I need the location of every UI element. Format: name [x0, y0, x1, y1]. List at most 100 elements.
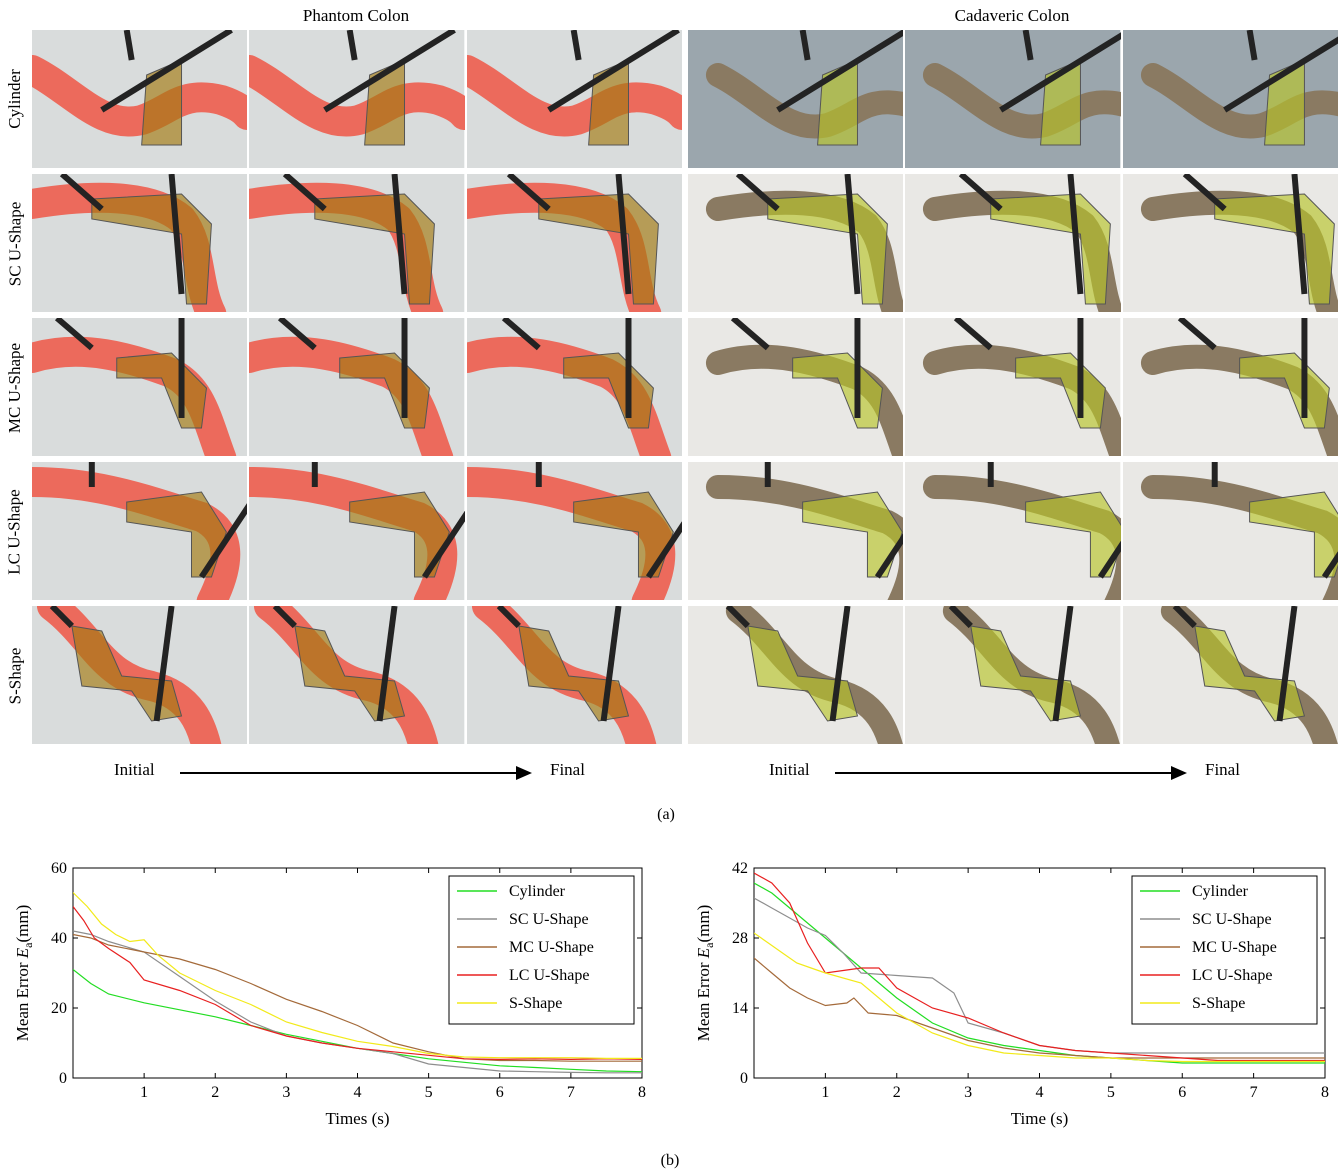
series-line-mc-u-shape: [73, 933, 642, 1062]
x-tick-label: 1: [140, 1084, 148, 1101]
phantom-image-cylinder-frame-1: [32, 30, 248, 168]
legend-label: S-Shape: [509, 995, 562, 1012]
y-tick-label: 14: [732, 1000, 748, 1017]
series-line-lc-u-shape: [754, 872, 1325, 1062]
legend-label: MC U-Shape: [1192, 939, 1277, 956]
x-tick-label: 8: [1321, 1084, 1329, 1101]
y-tick-label: 0: [59, 1070, 67, 1087]
legend-label: MC U-Shape: [509, 939, 594, 956]
x-tick-label: 8: [638, 1084, 646, 1101]
x-tick-label: 3: [964, 1084, 972, 1101]
phantom-image-s-shape-frame-1: [32, 606, 248, 744]
phantom-image-cylinder-frame-3: [466, 30, 682, 168]
cadaver-image-s-shape-frame-1: [688, 606, 904, 744]
chart-cadaveric-mean-error: 1 2 3 4 5 6 7 8 0 14 28 42 Time (s) Mean Error Ea(mm)…: [694, 860, 1329, 1128]
x-tick-label: 7: [1250, 1084, 1258, 1101]
sequence-final-label: Final: [550, 760, 585, 779]
phantom-image-lc-u-shape-frame-1: [32, 462, 248, 600]
legend-label: Cylinder: [1192, 883, 1249, 900]
row-label-lc-u-shape: LC U-Shape: [5, 489, 24, 575]
series-line-lc-u-shape: [73, 906, 642, 1061]
phantom-image-mc-u-shape-frame-3: [466, 318, 682, 456]
cadaver-image-s-shape-frame-3: [1122, 606, 1338, 744]
phantom-image-sc-u-shape-frame-3: [466, 174, 682, 312]
sequence-initial-label: Initial: [769, 760, 810, 779]
phantom-colon-title: Phantom Colon: [302, 6, 410, 25]
y-tick-label: 60: [51, 860, 67, 877]
cadaver-image-sc-u-shape-frame-3: [1122, 174, 1338, 312]
row-label-s-shape: S-Shape: [5, 647, 25, 705]
phantom-image-sc-u-shape-frame-1: [32, 174, 248, 312]
cadaveric-colon-image-grid: [688, 30, 1338, 744]
sequence-final-label: Final: [1205, 760, 1240, 779]
cadaveric-colon-title: Cadaveric Colon: [954, 6, 1070, 25]
row-label-cylinder: Cylinder: [5, 69, 24, 129]
phantom-image-lc-u-shape-frame-3: [466, 462, 682, 600]
row-label-sc-u-shape: SC U-Shape: [5, 201, 24, 287]
y-tick-label: 20: [51, 1000, 67, 1017]
x-axis-label: Times (s): [325, 1109, 389, 1128]
legend-box: [1131, 875, 1318, 1025]
phantom-image-lc-u-shape-frame-2: [249, 462, 465, 600]
cadaver-image-lc-u-shape-frame-1: [688, 462, 904, 600]
cadaver-image-mc-u-shape-frame-2: [905, 318, 1121, 456]
series-line-sc-u-shape: [754, 897, 1325, 1054]
caption-b: (b): [660, 1152, 680, 1169]
legend-label: SC U-Shape: [1192, 911, 1272, 928]
cadaver-image-lc-u-shape-frame-2: [905, 462, 1121, 600]
cadaver-image-mc-u-shape-frame-3: [1122, 318, 1338, 456]
x-axis-label: Time (s): [1011, 1109, 1068, 1128]
legend-label: LC U-Shape: [1192, 967, 1272, 984]
y-axis-label: Mean Error Ea(mm): [13, 905, 35, 1042]
x-tick-label: 6: [1178, 1084, 1186, 1101]
sequence-arrow-phantom: Initial Final: [110, 760, 610, 786]
x-tick-label: 2: [893, 1084, 901, 1101]
x-tick-label: 5: [1107, 1084, 1115, 1101]
cadaver-image-lc-u-shape-frame-3: [1122, 462, 1338, 600]
phantom-image-sc-u-shape-frame-2: [249, 174, 465, 312]
x-tick-label: 2: [211, 1084, 219, 1101]
y-axis-label: Mean Error Ea(mm): [694, 905, 716, 1042]
y-tick-label: 0: [740, 1070, 748, 1087]
x-tick-label: 6: [496, 1084, 504, 1101]
series-line-cylinder: [754, 882, 1325, 1064]
sequence-initial-label: Initial: [114, 760, 155, 779]
y-tick-label: 28: [732, 930, 748, 947]
cadaver-image-sc-u-shape-frame-1: [688, 174, 904, 312]
x-tick-label: 3: [282, 1084, 290, 1101]
x-tick-label: 7: [567, 1084, 575, 1101]
legend-label: Cylinder: [509, 883, 566, 900]
row-label-mc-u-shape: MC U-Shape: [5, 342, 25, 434]
series-line-s-shape: [73, 892, 642, 1059]
cadaver-image-s-shape-frame-2: [905, 606, 1121, 744]
arrow-right-icon: [180, 766, 532, 780]
chart-phantom-mean-error: 1 2 3 4 5 6 7 8 0 20 40 60 Times (s) Mean Error Ea(mm…: [13, 860, 646, 1128]
phantom-image-s-shape-frame-2: [249, 606, 465, 744]
x-tick-label: 4: [1036, 1084, 1044, 1101]
arrow-right-icon: [835, 766, 1187, 780]
x-tick-label: 5: [425, 1084, 433, 1101]
phantom-image-mc-u-shape-frame-1: [32, 318, 248, 456]
x-tick-label: 1: [821, 1084, 829, 1101]
caption-a: (a): [657, 806, 675, 823]
legend-box: [448, 875, 635, 1025]
legend-label: S-Shape: [1192, 995, 1245, 1012]
sequence-arrow-cadaver: Initial Final: [765, 760, 1265, 786]
series-line-mc-u-shape: [754, 957, 1325, 1059]
series-line-cylinder: [73, 969, 642, 1073]
phantom-colon-image-grid: [32, 30, 682, 744]
series-line-s-shape: [754, 932, 1325, 1063]
cadaver-image-mc-u-shape-frame-1: [688, 318, 904, 456]
legend-label: SC U-Shape: [509, 911, 589, 928]
cadaver-image-cylinder-frame-3: [1122, 30, 1338, 168]
phantom-image-mc-u-shape-frame-2: [249, 318, 465, 456]
phantom-image-cylinder-frame-2: [249, 30, 465, 168]
phantom-image-s-shape-frame-3: [466, 606, 682, 744]
x-tick-label: 4: [354, 1084, 362, 1101]
y-tick-label: 42: [732, 860, 748, 877]
y-tick-label: 40: [51, 930, 67, 947]
cadaver-image-cylinder-frame-2: [905, 30, 1121, 168]
legend-label: LC U-Shape: [509, 967, 589, 984]
cadaver-image-cylinder-frame-1: [688, 30, 904, 168]
cadaver-image-sc-u-shape-frame-2: [905, 174, 1121, 312]
